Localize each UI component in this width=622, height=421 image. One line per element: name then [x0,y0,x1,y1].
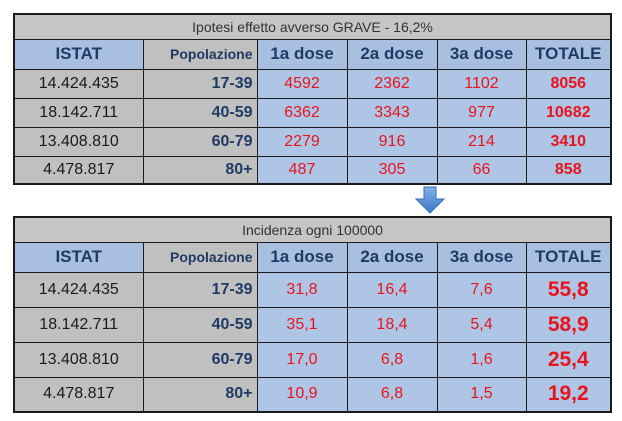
total-cell: 858 [525,155,612,185]
istat-cell: 4.478.817 [13,155,144,185]
total-cell: 55,8 [525,271,612,308]
dose1-cell: 31,8 [256,271,348,308]
dose1-cell: 487 [256,155,348,185]
dose1-cell: 2279 [256,126,348,157]
age-cell: 60-79 [142,126,258,157]
istat-cell: 18.142.711 [13,97,144,128]
age-cell: 40-59 [142,97,258,128]
dose2-cell: 3343 [346,97,438,128]
dose1-cell: 6362 [256,97,348,128]
dose2-cell: 2362 [346,68,438,99]
dose1-cell: 10,9 [256,376,348,413]
istat-cell: 13.408.810 [13,126,144,157]
header-row: ISTAT Popolazione 1a dose 2a dose 3a dos… [13,38,612,70]
header-popolazione: Popolazione [142,38,258,70]
total-cell: 19,2 [525,376,612,413]
dose3-cell: 1,6 [436,341,527,378]
istat-cell: 14.424.435 [13,68,144,99]
table-row: 18.142.711 40-59 6362 3343 977 10682 [13,97,612,128]
dose3-cell: 1102 [436,68,527,99]
age-cell: 80+ [142,376,258,413]
header-totale: TOTALE [525,38,612,70]
table-row: 14.424.435 17-39 31,8 16,4 7,6 55,8 [13,271,612,308]
total-cell: 25,4 [525,341,612,378]
header-popolazione: Popolazione [142,241,258,273]
table-row: 4.478.817 80+ 487 305 66 858 [13,155,612,185]
dose3-cell: 214 [436,126,527,157]
dose3-cell: 977 [436,97,527,128]
istat-cell: 14.424.435 [13,271,144,308]
dose2-cell: 305 [346,155,438,185]
age-cell: 80+ [142,155,258,185]
total-cell: 3410 [525,126,612,157]
dose1-cell: 35,1 [256,306,348,343]
table-title: Incidenza ogni 100000 [13,216,612,243]
dose1-cell: 4592 [256,68,348,99]
dose2-cell: 6,8 [346,376,438,413]
dose2-cell: 16,4 [346,271,438,308]
dose2-cell: 18,4 [346,306,438,343]
table-row: 4.478.817 80+ 10,9 6,8 1,5 19,2 [13,376,612,413]
age-cell: 17-39 [142,271,258,308]
table-row: 18.142.711 40-59 35,1 18,4 5,4 58,9 [13,306,612,343]
dose2-cell: 916 [346,126,438,157]
dose1-cell: 17,0 [256,341,348,378]
table-row: 14.424.435 17-39 4592 2362 1102 8056 [13,68,612,99]
header-2a-dose: 2a dose [346,38,438,70]
dose3-cell: 7,6 [436,271,527,308]
age-cell: 60-79 [142,341,258,378]
header-3a-dose: 3a dose [436,38,527,70]
istat-cell: 13.408.810 [13,341,144,378]
age-cell: 17-39 [142,68,258,99]
header-row: ISTAT Popolazione 1a dose 2a dose 3a dos… [13,241,612,273]
header-1a-dose: 1a dose [256,38,348,70]
age-cell: 40-59 [142,306,258,343]
down-arrow-icon [415,186,445,214]
header-totale: TOTALE [525,241,612,273]
table-incidenza: Incidenza ogni 100000 ISTAT Popolazione … [13,216,613,413]
istat-cell: 18.142.711 [13,306,144,343]
header-2a-dose: 2a dose [346,241,438,273]
table-row: 13.408.810 60-79 2279 916 214 3410 [13,126,612,157]
istat-cell: 4.478.817 [13,376,144,413]
dose2-cell: 6,8 [346,341,438,378]
header-istat: ISTAT [13,241,144,273]
dose3-cell: 5,4 [436,306,527,343]
header-istat: ISTAT [13,38,144,70]
table-title: Ipotesi effetto avverso GRAVE - 16,2% [13,13,612,40]
table-row: 13.408.810 60-79 17,0 6,8 1,6 25,4 [13,341,612,378]
dose3-cell: 66 [436,155,527,185]
dose3-cell: 1,5 [436,376,527,413]
total-cell: 10682 [525,97,612,128]
total-cell: 58,9 [525,306,612,343]
header-3a-dose: 3a dose [436,241,527,273]
header-1a-dose: 1a dose [256,241,348,273]
table-ipotesi-grave: Ipotesi effetto avverso GRAVE - 16,2% IS… [13,13,612,185]
total-cell: 8056 [525,68,612,99]
